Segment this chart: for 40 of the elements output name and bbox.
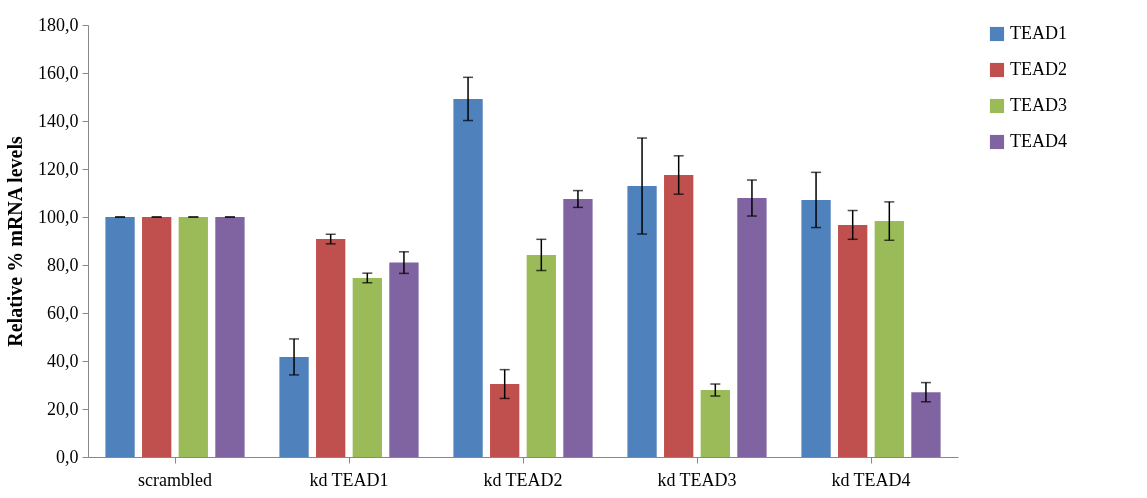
bar <box>700 390 730 457</box>
bar <box>215 217 245 457</box>
y-tick-label: 40,0 <box>47 350 79 371</box>
bar <box>352 277 382 457</box>
y-tick-label: 0,0 <box>56 446 79 467</box>
x-tick-label: kd TEAD1 <box>309 469 389 490</box>
bar <box>911 392 941 457</box>
bar <box>453 98 483 457</box>
x-tick-label: kd TEAD4 <box>831 469 911 490</box>
legend-label: TEAD3 <box>1010 95 1067 115</box>
bar <box>801 199 831 457</box>
bar <box>389 262 419 457</box>
y-axis-title: Relative % mRNA levels <box>4 136 26 347</box>
bar <box>142 217 172 457</box>
x-tick-label: scrambled <box>138 469 212 490</box>
bar <box>838 224 868 457</box>
legend-label: TEAD2 <box>1010 59 1067 79</box>
bar <box>316 239 346 457</box>
bar <box>526 254 556 457</box>
x-tick-label: kd TEAD3 <box>657 469 737 490</box>
y-tick-label: 120,0 <box>38 158 79 179</box>
bar <box>490 384 520 457</box>
bar <box>737 198 767 457</box>
y-tick-label: 60,0 <box>47 302 79 323</box>
legend-label: TEAD4 <box>1010 131 1067 151</box>
x-tick-label: kd TEAD2 <box>483 469 563 490</box>
bar <box>563 199 593 457</box>
bar <box>279 356 309 457</box>
legend-label: TEAD1 <box>1010 23 1067 43</box>
y-tick-label: 100,0 <box>38 206 79 227</box>
bar <box>664 175 694 457</box>
y-tick-label: 140,0 <box>38 110 79 131</box>
bar <box>874 221 904 457</box>
y-tick-label: 180,0 <box>38 14 79 35</box>
y-tick-label: 20,0 <box>47 398 79 419</box>
y-tick-label: 80,0 <box>47 254 79 275</box>
bar <box>105 217 135 457</box>
bar <box>178 217 208 457</box>
y-tick-label: 160,0 <box>38 62 79 83</box>
bar <box>627 186 657 457</box>
